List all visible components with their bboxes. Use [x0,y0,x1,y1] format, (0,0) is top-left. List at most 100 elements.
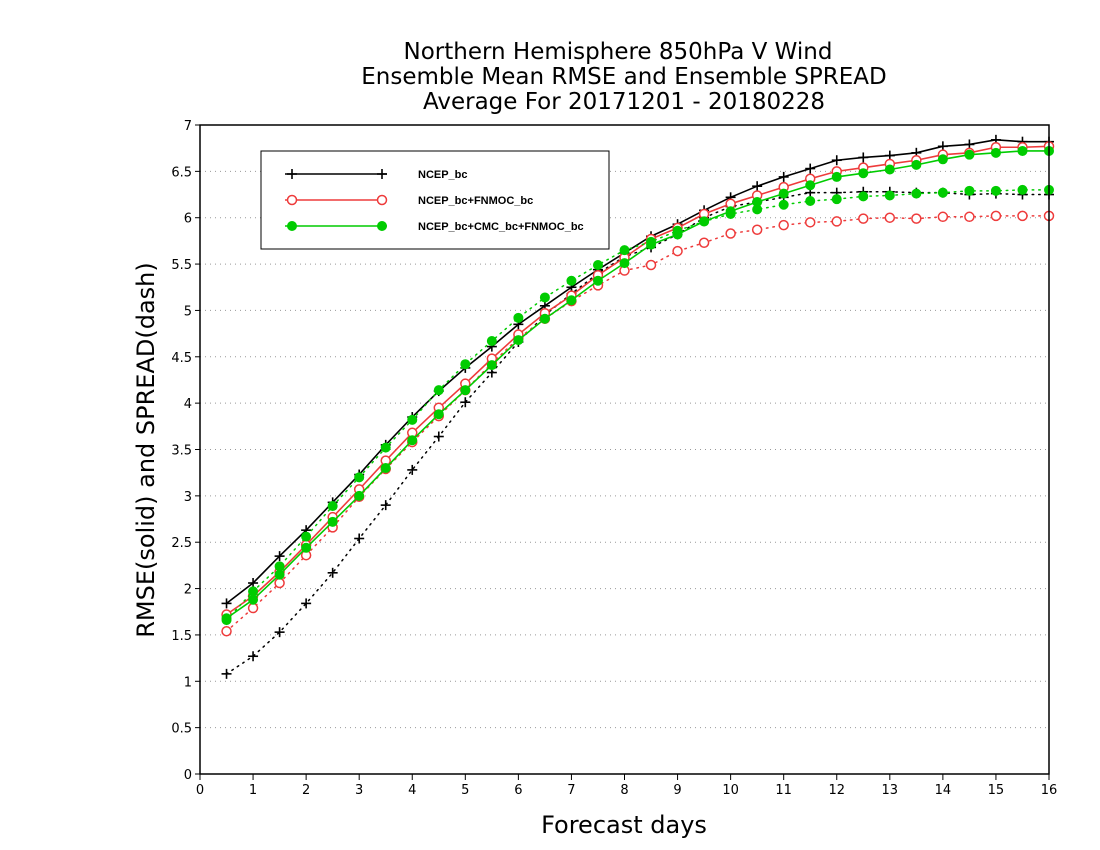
rmse-point [831,155,842,166]
x-tick-label: 14 [935,783,952,798]
series-layer [221,134,1055,679]
x-tick-label: 5 [461,783,469,798]
x-tick-label: 12 [828,783,845,798]
rmse-point [460,385,471,396]
rmse-point [407,435,418,446]
legend-marker-end [377,221,387,231]
legend-entry-ncep-bc: NCEP_bc [285,169,468,181]
chart-title: Northern Hemisphere 850hPa V Wind Ensemb… [361,39,886,115]
rmse-point [380,463,391,474]
spread-point [301,598,312,609]
spread-point [751,224,763,236]
legend-marker-end [377,169,387,179]
spread-point [1017,210,1028,222]
rmse-point [778,171,789,182]
spread-point [645,259,657,271]
spread-point [964,211,975,223]
rmse-point [911,159,922,170]
x-tick-label: 15 [988,783,1005,798]
legend-entries: NCEP_bc NCEP_bc+FNMOC_bc NCEP_bc+CMC_bc+FN… [285,169,584,233]
rmse-point [248,594,259,605]
spread-point [990,210,1002,222]
x-tick-label: 6 [514,783,522,798]
spread-point [354,472,365,483]
x-tick-label: 13 [882,783,899,798]
legend-marker-end [376,194,388,206]
rmse-point [990,147,1001,158]
legend-entry-ncep-bc-fnmoc-bc: NCEP_bc+FNMOC_bc [285,194,533,207]
x-tick-label: 3 [355,783,363,798]
spread-point [566,275,577,286]
y-tick-label: 4 [184,397,192,412]
rmse-point [539,313,550,324]
rmse-point [725,206,736,217]
axis-ticks: 00.511.522.533.544.555.566.570 1 2 3 4 5 6 7 8 9 1… [171,119,1057,798]
spread-point [460,397,471,408]
spread-point [831,216,842,227]
rmse-point [937,154,948,165]
y-tick-label: 5.5 [171,258,192,273]
spread-point [221,668,232,679]
spread-point [460,359,471,370]
x-tick-label: 10 [722,783,739,798]
spread-point [248,651,259,662]
legend-label: NCEP_bc [418,169,468,181]
legend: NCEP_bc NCEP_bc+FNMOC_bc NCEP_bc+CMC_bc+FN… [260,150,610,250]
spread-point [911,213,922,224]
spread-point [301,531,312,542]
spread-point [380,442,391,453]
y-tick-label: 6 [184,212,192,227]
spread-point [433,431,444,442]
spread-point [937,211,949,223]
spread-point [327,501,338,512]
rmse-point [513,335,524,346]
rmse-point [566,295,577,306]
rmse-point [327,516,338,527]
legend-label: NCEP_bc+FNMOC_bc [418,195,533,207]
x-tick-label: 9 [673,783,681,798]
rmse-point [752,196,763,207]
y-tick-label: 2.5 [171,536,192,551]
spread-point [407,464,418,475]
rmse-point [699,216,710,227]
x-tick-label: 1 [249,783,257,798]
rmse-point [752,181,763,192]
rmse-point [831,171,842,182]
spread-point [274,627,285,638]
rmse-point [221,598,232,609]
spread-point [884,212,896,223]
spread-point [539,292,550,303]
spread-point [274,561,285,572]
spread-point [354,533,365,544]
y-tick-label: 1.5 [171,629,192,644]
legend-label: NCEP_bc+CMC_bc+FNMOC_bc [418,221,584,233]
spread-point [937,187,948,198]
spread-point [407,414,418,425]
x-tick-label: 4 [408,783,416,798]
spread-point [778,219,789,231]
rmse-point [778,188,789,199]
spread-point [380,500,391,511]
spread-point [513,312,524,323]
rmse-point [646,239,657,250]
spread-point [964,185,975,196]
spread-point [884,190,895,201]
rmse-point [274,551,285,562]
rmse-point [858,152,869,163]
rmse-point [858,168,869,179]
spread-point [1017,184,1028,195]
spread-point [327,567,338,578]
title-line-3: Average For 20171201 - 20180228 [423,89,825,115]
rmse-point [619,258,630,269]
spread-point [433,385,444,396]
y-tick-label: 4.5 [171,351,192,366]
title-line-1: Northern Hemisphere 850hPa V Wind [404,39,833,65]
rmse-point [805,163,816,174]
y-tick-label: 1 [184,675,192,690]
y-tick-label: 0.5 [171,722,192,737]
rmse-point [221,613,232,624]
spread-point [911,188,922,199]
x-tick-label: 11 [775,783,792,798]
rmse-point [1017,145,1028,156]
